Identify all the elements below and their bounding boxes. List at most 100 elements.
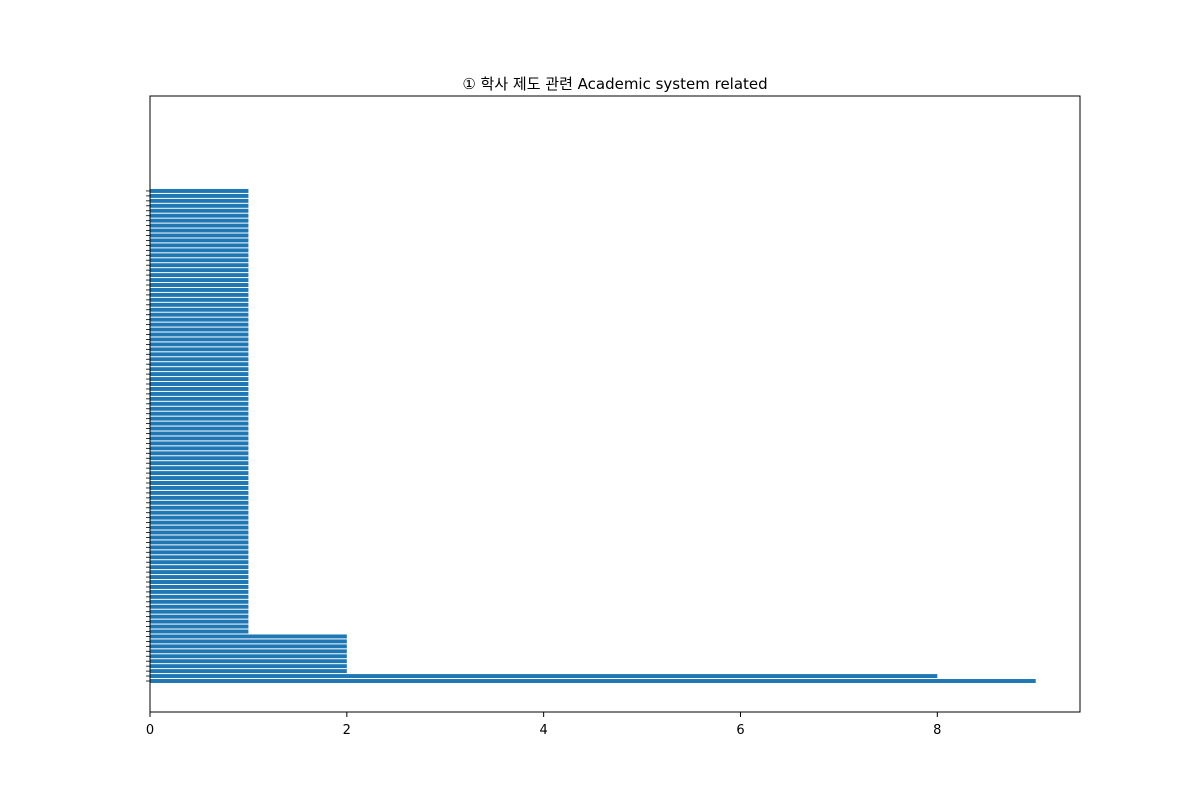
bar [150, 421, 249, 426]
bar [150, 367, 249, 372]
bar [150, 659, 347, 664]
bar [150, 456, 249, 461]
x-tick-label: 6 [736, 723, 744, 738]
bar [150, 649, 347, 654]
bar [150, 228, 249, 233]
bar [150, 594, 249, 599]
plot-frame [149, 95, 1081, 713]
bar [150, 669, 347, 674]
bar [150, 654, 347, 659]
bar [150, 391, 249, 396]
bar [150, 287, 249, 292]
bar [150, 327, 249, 332]
bar [150, 679, 1036, 683]
bar [150, 337, 249, 342]
bar [150, 604, 249, 609]
bar [150, 481, 249, 485]
bar [150, 451, 249, 456]
bar [150, 426, 249, 431]
bar [150, 273, 249, 278]
bar [150, 530, 249, 535]
bar [150, 490, 249, 495]
bar [150, 535, 249, 540]
bar [150, 634, 347, 639]
bar [150, 406, 249, 411]
bar [150, 193, 249, 198]
bar [150, 223, 249, 228]
bar [150, 213, 249, 218]
bar [150, 495, 249, 500]
bar [150, 312, 249, 317]
x-tick-label: 8 [933, 723, 941, 738]
bar [150, 461, 249, 466]
bar [150, 396, 249, 401]
bar [150, 382, 249, 386]
bar [150, 466, 249, 471]
bar [150, 243, 249, 248]
bar [150, 525, 249, 530]
bar [150, 550, 249, 555]
bar [150, 248, 249, 253]
bar [150, 619, 249, 624]
x-tick-label: 4 [540, 723, 548, 738]
bar [150, 278, 249, 283]
bar [150, 575, 249, 580]
bar [150, 198, 249, 203]
bar [150, 317, 249, 322]
bar [150, 307, 249, 312]
bar [150, 302, 249, 307]
bar [150, 540, 249, 545]
bar [150, 263, 249, 268]
bar [150, 520, 249, 525]
bar [150, 560, 249, 565]
x-tick-label: 2 [343, 723, 351, 738]
bar [150, 584, 249, 589]
chart-title: ① 학사 제도 관련 Academic system related [462, 75, 767, 93]
bar [150, 644, 347, 649]
bar [150, 580, 249, 584]
bar [150, 332, 249, 337]
bar [150, 515, 249, 520]
bar [150, 386, 249, 391]
bar [150, 674, 938, 679]
bar [150, 639, 347, 644]
bar [150, 446, 249, 451]
bar [150, 238, 249, 243]
bar [150, 441, 249, 446]
bar [150, 664, 347, 669]
x-tick-label: 0 [146, 723, 154, 738]
bar [150, 297, 249, 302]
bar [150, 436, 249, 441]
bar [150, 570, 249, 575]
bar [150, 614, 249, 619]
bar [150, 283, 249, 287]
bar [150, 500, 249, 505]
bar [150, 347, 249, 352]
bar [150, 357, 249, 362]
bar [150, 258, 249, 263]
bar [150, 545, 249, 550]
bar [150, 555, 249, 560]
bar [150, 268, 249, 273]
bar [150, 624, 249, 629]
bar [150, 411, 249, 416]
bar [150, 510, 249, 515]
bar [150, 476, 249, 481]
bar [150, 471, 249, 476]
bars-layer [150, 188, 1036, 683]
bar [150, 352, 249, 357]
bar [150, 203, 249, 208]
x-axis: 0 2 4 6 8 [146, 712, 941, 738]
bar [150, 599, 249, 604]
bar [150, 292, 249, 297]
bar [150, 505, 249, 510]
bar [150, 401, 249, 406]
bar [150, 362, 249, 367]
bar [150, 416, 249, 421]
bar [150, 233, 249, 238]
bar [150, 565, 249, 570]
bar [150, 253, 249, 258]
bar [150, 377, 249, 382]
